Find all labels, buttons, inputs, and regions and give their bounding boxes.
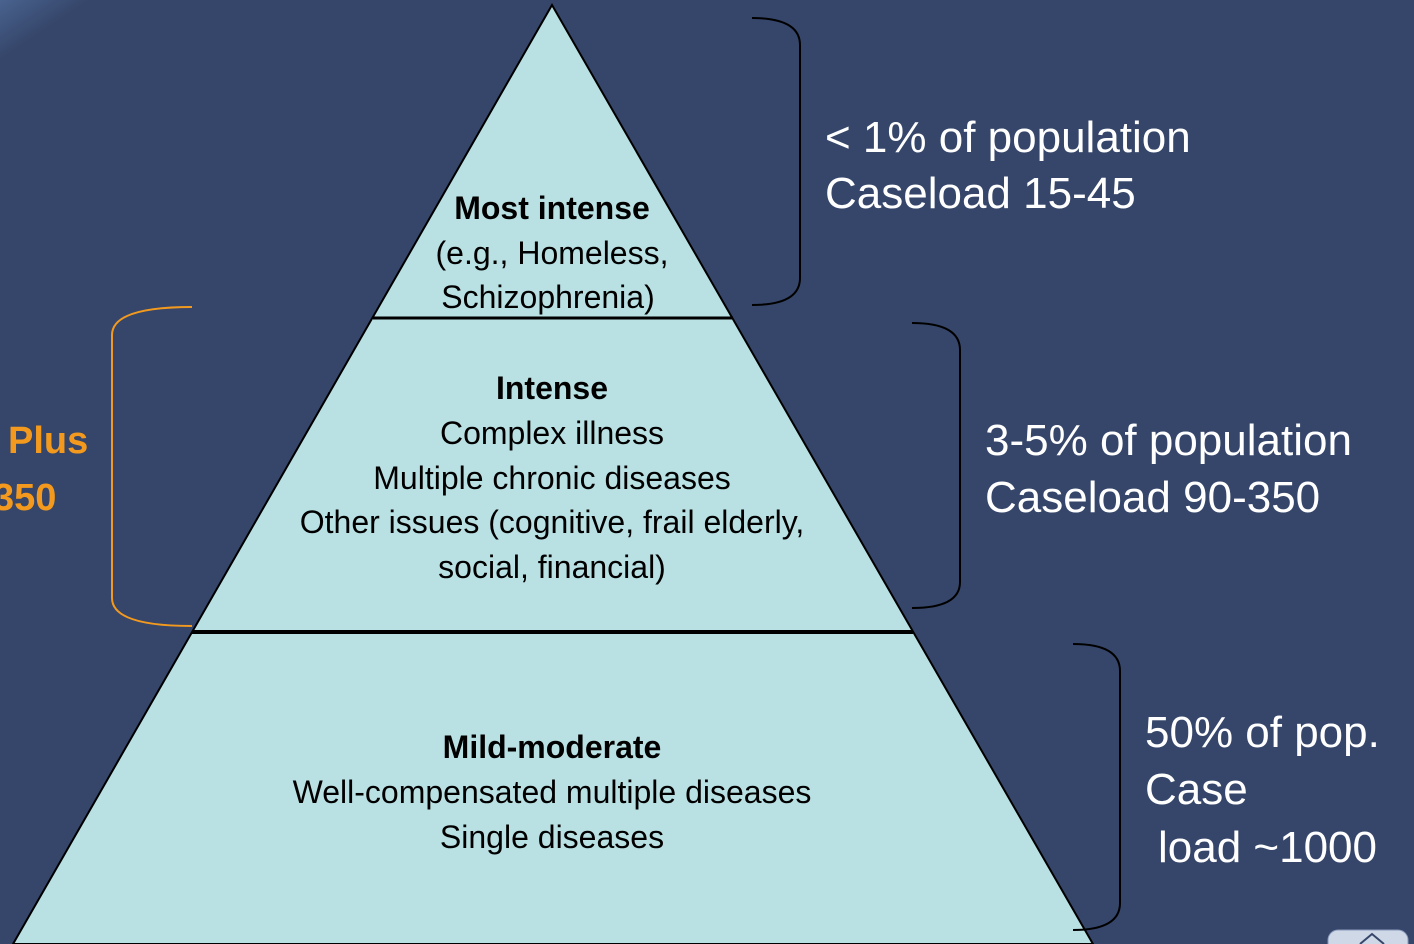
- annotation-line: load ~1000: [1158, 823, 1377, 872]
- bracket: [1072, 643, 1121, 931]
- logo: [1327, 929, 1409, 944]
- logo-mark: [1359, 932, 1385, 944]
- tier-title: Intense: [496, 370, 608, 406]
- annotation-2: 50% of pop. Case load ~1000: [1145, 708, 1380, 872]
- tier-line: Other issues (cognitive, frail elderly,: [300, 504, 804, 540]
- tier-1: Intense Complex illness Multiple chronic…: [300, 370, 804, 585]
- tier-0: Most intense (e.g., Homeless, Schizophre…: [436, 190, 669, 315]
- tier-2: Mild-moderate Well-compensated multiple …: [293, 729, 812, 855]
- annotation-line: < 1% of population: [825, 113, 1191, 162]
- annotation-line: Case: [1145, 765, 1248, 814]
- tier-line: Complex illness: [440, 415, 664, 451]
- annotation-line: 3-5% of population: [985, 416, 1352, 465]
- bracket: [911, 322, 961, 609]
- tier-line: Schizophrenia): [441, 279, 654, 315]
- pyramid: [11, 2, 1095, 944]
- annotation-line: 50% of pop.: [1145, 708, 1380, 757]
- tier-title: Most intense: [454, 190, 650, 226]
- annotation-line: Caseload 90-350: [985, 473, 1320, 522]
- annotation-0: < 1% of population Caseload 15-45: [825, 113, 1191, 218]
- tier-title: Mild-moderate: [443, 729, 662, 765]
- orange-bracket: [111, 306, 193, 627]
- brackets: [751, 17, 1121, 931]
- left-label-line: 350: [0, 477, 56, 519]
- annotation-1: 3-5% of population Caseload 90-350: [985, 416, 1352, 522]
- tier-line: Well-compensated multiple diseases: [293, 774, 812, 810]
- tier-line: Single diseases: [440, 819, 664, 855]
- corner-glow: [0, 0, 180, 120]
- annotation-line: Caseload 15-45: [825, 169, 1136, 218]
- left-label: Plus 350: [0, 420, 88, 519]
- tier-line: (e.g., Homeless,: [436, 235, 669, 271]
- left-label-line: Plus: [8, 420, 88, 462]
- tier-line: Multiple chronic diseases: [373, 460, 731, 496]
- tier-line: social, financial): [438, 549, 666, 585]
- bracket: [751, 17, 801, 306]
